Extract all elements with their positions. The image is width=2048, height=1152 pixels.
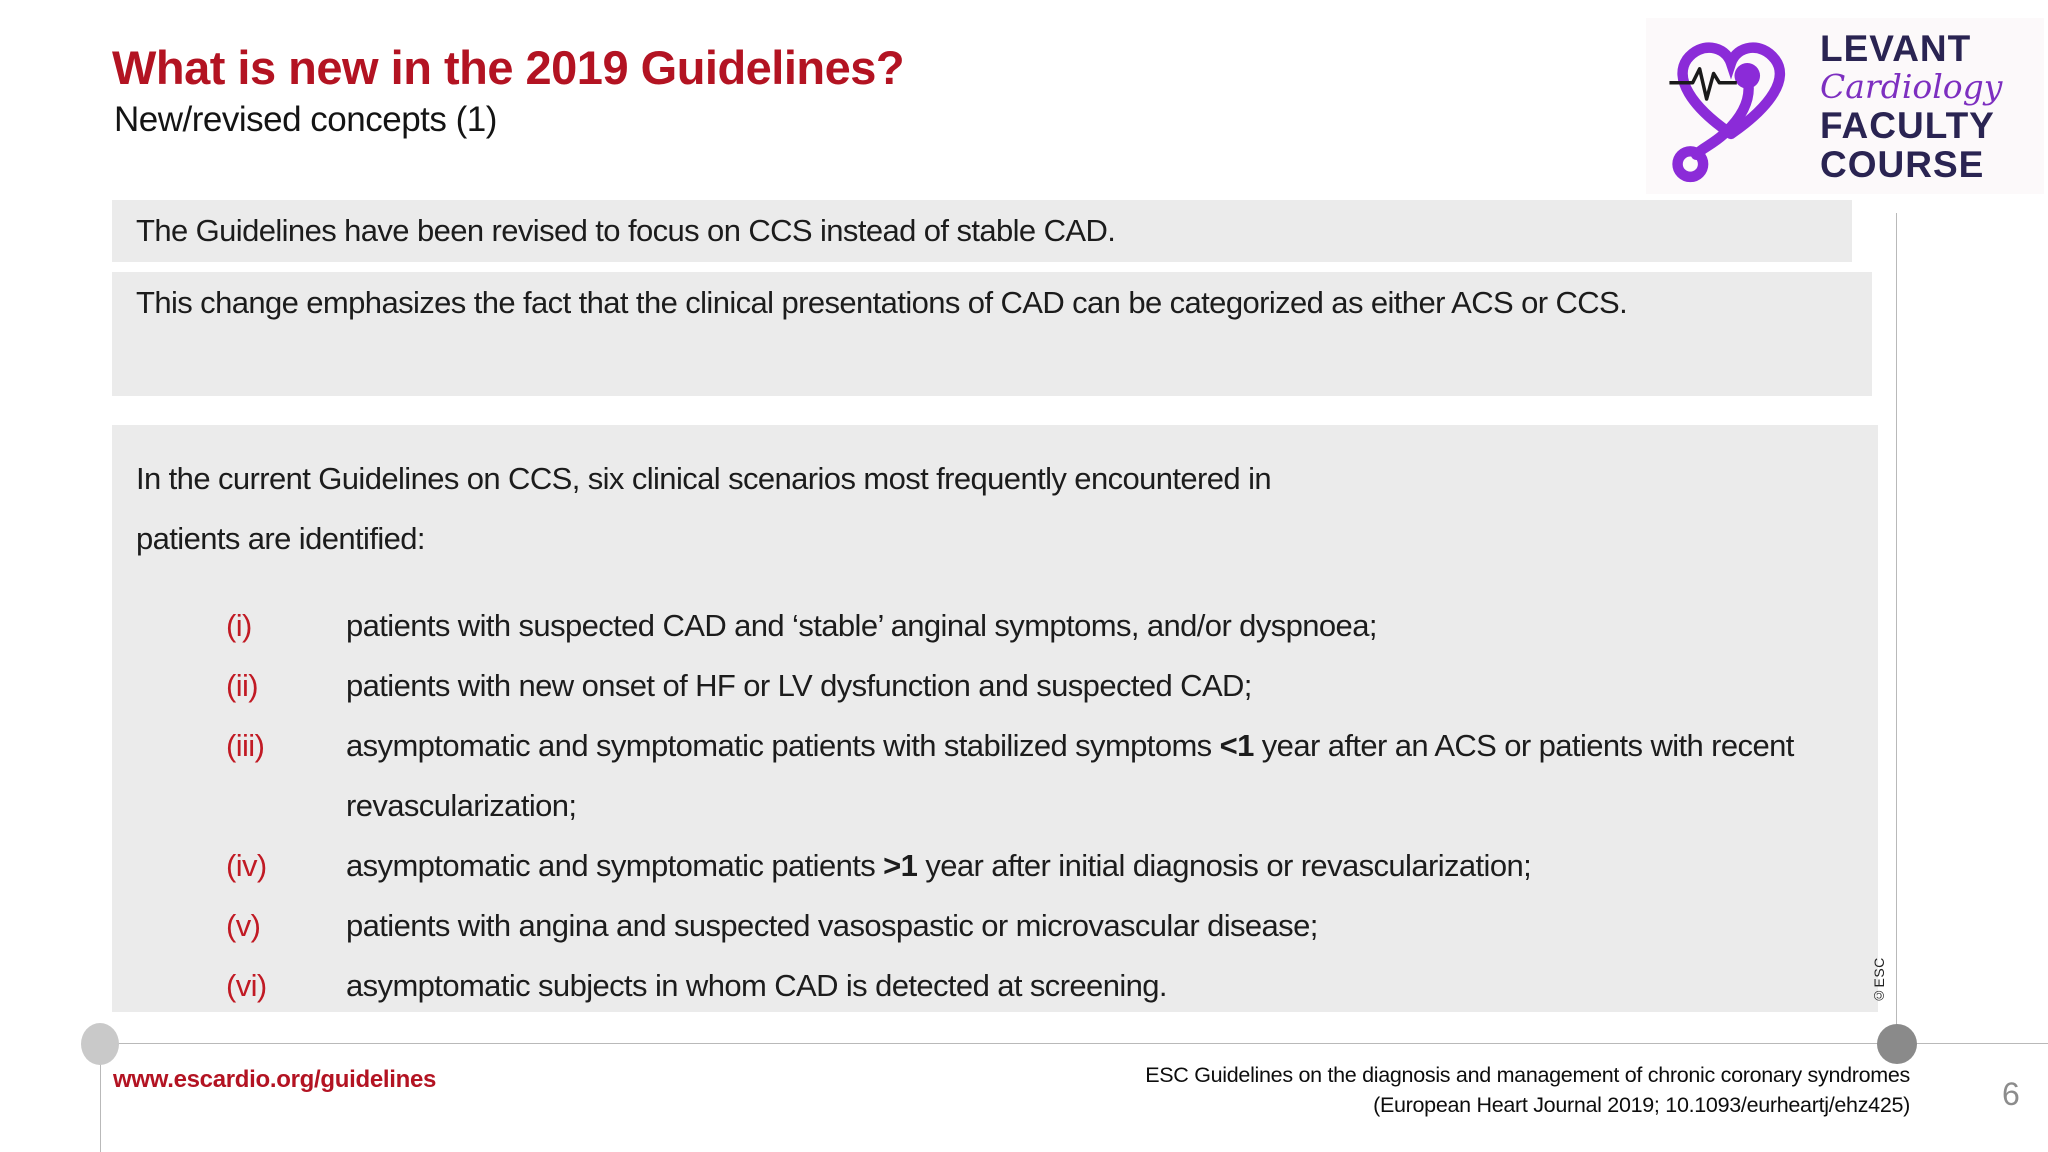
heart-ecg-stethoscope-icon: [1669, 42, 1785, 183]
levant-cardiology-logo: LEVANT Cardiology FACULTY COURSE: [1646, 18, 2044, 194]
list-item: (ii) patients with new onset of HF or LV …: [136, 656, 1854, 716]
scenarios-box: In the current Guidelines on CCS, six cl…: [112, 425, 1878, 1012]
scenario-text: patients with suspected CAD and ‘stable’…: [346, 608, 1377, 643]
logo-line-course: COURSE: [1820, 143, 1985, 185]
scenario-text: patients with angina and suspected vasos…: [346, 908, 1318, 943]
scenarios-intro: In the current Guidelines on CCS, six cl…: [136, 461, 1272, 556]
statement-box-1: The Guidelines have been revised to focu…: [112, 200, 1852, 262]
logo-line-cardiology: Cardiology: [1820, 66, 2003, 106]
scenario-text: asymptomatic and symptomatic patients wi…: [346, 728, 1794, 823]
scenario-numeral: (ii): [226, 668, 259, 703]
scenario-numeral: (iv): [226, 848, 267, 883]
page-number: 6: [2002, 1076, 2020, 1112]
footer-divider-line: [99, 1043, 2048, 1044]
statement-2-text: This change emphasizes the fact that the…: [136, 285, 1628, 320]
scenario-text: patients with new onset of HF or LV dysf…: [346, 668, 1252, 703]
logo-line-faculty: FACULTY: [1820, 104, 1995, 146]
scenario-list: (i) patients with suspected CAD and ‘stab…: [136, 596, 1854, 1016]
escardio-guidelines-link[interactable]: www.escardio.org/guidelines: [113, 1066, 437, 1093]
divider-right-dot: [1877, 1024, 1917, 1064]
scenario-text: asymptomatic subjects in whom CAD is det…: [346, 968, 1168, 1003]
list-item: (iv) asymptomatic and symptomatic patient…: [136, 836, 1854, 896]
esc-copyright-label: ©ESC: [1871, 957, 1887, 1004]
scenario-text: asymptomatic and symptomatic patients >1…: [346, 848, 1532, 883]
logo-wordmark: LEVANT Cardiology FACULTY COURSE: [1820, 30, 2002, 183]
scenario-numeral: (v): [226, 908, 261, 943]
list-item: (iii) asymptomatic and symptomatic patien…: [136, 716, 1854, 836]
page-subtitle: New/revised concepts (1): [114, 100, 497, 139]
page-title: What is new in the 2019 Guidelines?: [112, 41, 905, 94]
scenario-numeral: (vi): [226, 968, 267, 1003]
statement-box-2: This change emphasizes the fact that the…: [112, 272, 1872, 396]
logo-line-levant: LEVANT: [1820, 27, 1972, 69]
statement-1-text: The Guidelines have been revised to focu…: [136, 213, 1116, 248]
reference-citation: ESC Guidelines on the diagnosis and mana…: [910, 1060, 1910, 1120]
scenario-numeral: (i): [226, 608, 252, 643]
list-item: (i) patients with suspected CAD and ‘stab…: [136, 596, 1854, 656]
list-item: (v) patients with angina and suspected va…: [136, 896, 1854, 956]
scenario-numeral: (iii): [226, 728, 265, 763]
list-item: (vi) asymptomatic subjects in whom CAD is…: [136, 956, 1854, 1016]
reference-line-2: (European Heart Journal 2019; 10.1093/eu…: [1373, 1093, 1910, 1117]
left-vertical-divider: [100, 1044, 101, 1152]
reference-line-1: ESC Guidelines on the diagnosis and mana…: [1145, 1063, 1910, 1087]
right-vertical-divider: [1896, 213, 1897, 1045]
divider-left-dot: [81, 1023, 119, 1065]
